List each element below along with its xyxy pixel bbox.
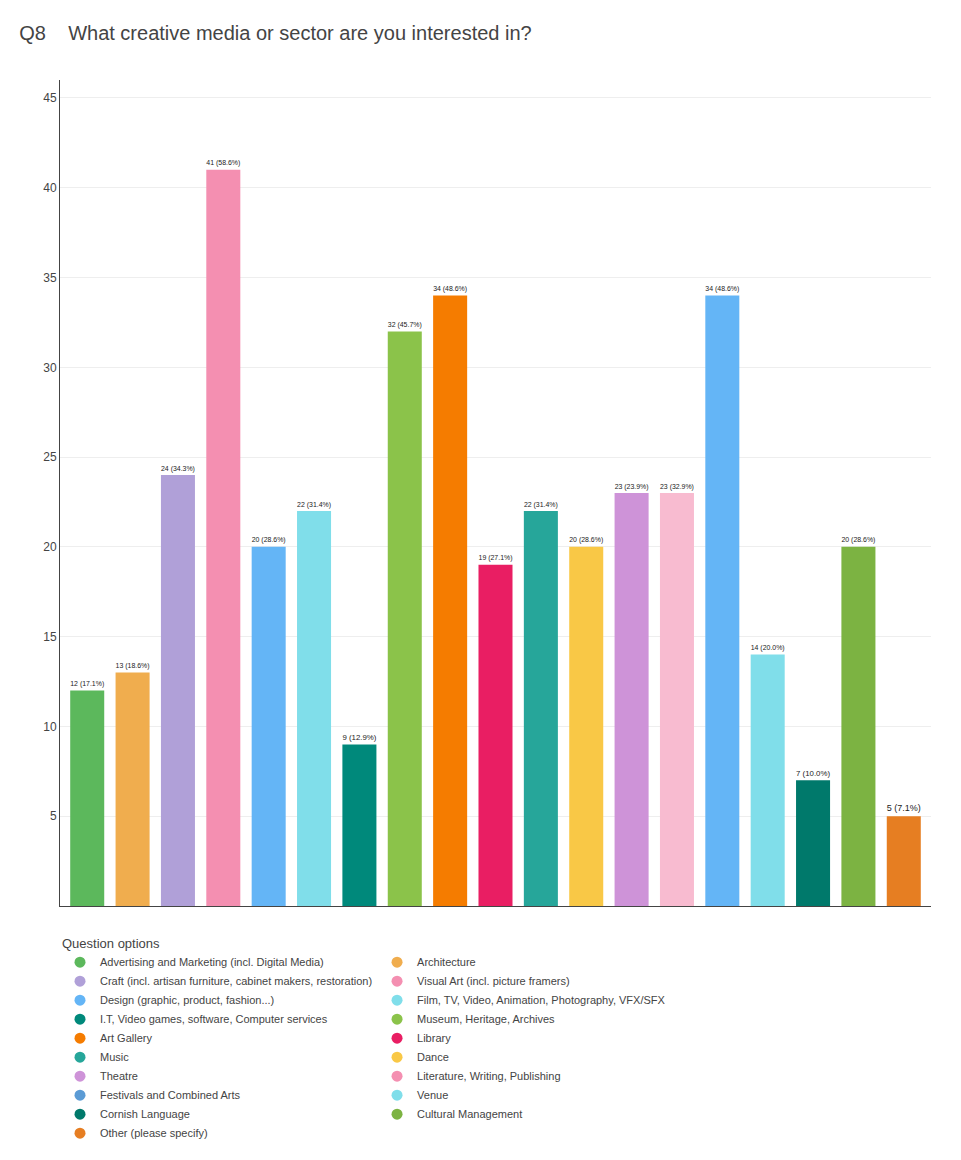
- svg-text:5: 5: [50, 809, 57, 823]
- svg-text:30: 30: [43, 361, 57, 375]
- svg-text:Venue: Venue: [417, 1089, 448, 1101]
- svg-text:Museum, Heritage, Archives: Museum, Heritage, Archives: [417, 1013, 555, 1025]
- svg-text:25: 25: [43, 450, 57, 464]
- svg-text:Craft (incl. artisan furniture: Craft (incl. artisan furniture, cabinet …: [100, 975, 372, 987]
- svg-text:20: 20: [43, 540, 57, 554]
- svg-text:Q8 What creative media or s: Q8 What creative media or sector are you…: [19, 22, 531, 44]
- svg-text:Festivals and Combined Arts: Festivals and Combined Arts: [100, 1089, 241, 1101]
- svg-text:Advertising and Marketing (inc: Advertising and Marketing (incl. Digital…: [100, 956, 324, 968]
- svg-text:23 (32.9%): 23 (32.9%): [660, 483, 694, 491]
- svg-text:22 (31.4%): 22 (31.4%): [297, 501, 331, 509]
- svg-text:15: 15: [43, 630, 57, 644]
- svg-text:9 (12.9%): 9 (12.9%): [342, 733, 376, 742]
- svg-text:22 (31.4%): 22 (31.4%): [524, 501, 558, 509]
- svg-text:Art Gallery: Art Gallery: [100, 1032, 152, 1044]
- svg-text:Visual Art (incl. picture fram: Visual Art (incl. picture framers): [417, 975, 570, 987]
- svg-text:Cultural Management: Cultural Management: [417, 1108, 522, 1120]
- svg-text:20 (28.6%): 20 (28.6%): [252, 536, 286, 544]
- svg-text:I.T, Video games, software, Co: I.T, Video games, software, Computer ser…: [100, 1013, 328, 1025]
- svg-text:34 (48.6%): 34 (48.6%): [433, 285, 467, 293]
- svg-text:14 (20.0%): 14 (20.0%): [751, 644, 785, 652]
- svg-text:Theatre: Theatre: [100, 1070, 138, 1082]
- svg-text:19 (27.1%): 19 (27.1%): [479, 554, 513, 562]
- svg-text:Film, TV, Video, Animation, Ph: Film, TV, Video, Animation, Photography,…: [417, 994, 665, 1006]
- svg-text:13 (18.6%): 13 (18.6%): [116, 662, 150, 670]
- svg-text:20 (28.6%): 20 (28.6%): [569, 536, 603, 544]
- svg-text:35: 35: [43, 271, 57, 285]
- svg-text:Architecture: Architecture: [417, 956, 476, 968]
- svg-text:5 (7.1%): 5 (7.1%): [887, 803, 921, 813]
- svg-text:10: 10: [43, 720, 57, 734]
- svg-text:20 (28.6%): 20 (28.6%): [841, 536, 875, 544]
- svg-text:45: 45: [43, 91, 57, 105]
- svg-text:32 (45.7%): 32 (45.7%): [388, 321, 422, 329]
- svg-text:Music: Music: [100, 1051, 129, 1063]
- svg-text:Literature, Writing, Publishin: Literature, Writing, Publishing: [417, 1070, 560, 1082]
- svg-text:Other (please specify): Other (please specify): [100, 1127, 208, 1139]
- svg-text:Question options: Question options: [62, 936, 160, 951]
- svg-text:23 (23.9%): 23 (23.9%): [615, 483, 649, 491]
- svg-text:41 (58.6%): 41 (58.6%): [206, 159, 240, 167]
- svg-text:7 (10.0%): 7 (10.0%): [796, 769, 830, 778]
- svg-text:Cornish Language: Cornish Language: [100, 1108, 190, 1120]
- svg-text:34 (48.6%): 34 (48.6%): [705, 285, 739, 293]
- svg-text:Library: Library: [417, 1032, 451, 1044]
- svg-text:Design (graphic, product, fash: Design (graphic, product, fashion...): [100, 994, 274, 1006]
- svg-text:40: 40: [43, 181, 57, 195]
- svg-text:12 (17.1%): 12 (17.1%): [70, 680, 104, 688]
- svg-text:Dance: Dance: [417, 1051, 449, 1063]
- svg-text:24 (34.3%): 24 (34.3%): [161, 465, 195, 473]
